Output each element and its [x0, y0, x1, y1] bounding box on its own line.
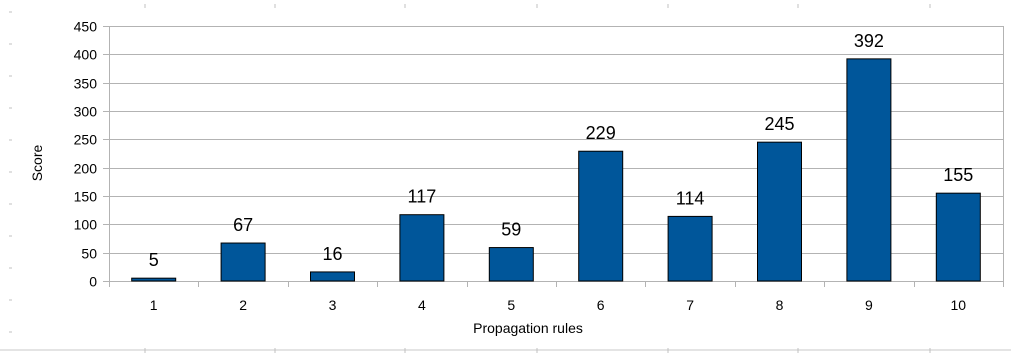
x-tick-label: 9 [865, 297, 873, 313]
data-label: 155 [943, 165, 973, 185]
data-label: 16 [322, 244, 342, 264]
bar [578, 150, 624, 282]
y-tick-label: 300 [74, 104, 98, 120]
x-tick-label: 10 [951, 297, 967, 313]
y-tick-label: 400 [74, 47, 98, 63]
y-tick-label: 0 [89, 274, 97, 290]
x-tick-label: 3 [329, 297, 337, 313]
data-label: 229 [586, 123, 616, 143]
bar [488, 247, 534, 282]
data-label: 5 [149, 250, 159, 270]
frame-marks [0, 4, 1011, 353]
x-tick-label: 6 [597, 297, 605, 313]
y-axis-title: Score [29, 145, 45, 182]
bar [757, 141, 802, 282]
x-tick-label: 7 [686, 297, 694, 313]
y-tick-label: 250 [74, 132, 98, 148]
x-tick-label: 1 [150, 297, 158, 313]
x-axis-title: Propagation rules [473, 320, 583, 336]
x-tick-label: 4 [418, 297, 426, 313]
bar [131, 277, 177, 282]
data-label: 114 [676, 188, 705, 208]
y-tick-label: 100 [74, 217, 98, 233]
data-labels: 5 67 16 117 59 229 114 245 392 155 [149, 31, 974, 270]
data-label: 392 [854, 31, 884, 51]
y-tick-label: 350 [74, 76, 98, 92]
bar [935, 192, 981, 282]
bar [399, 214, 445, 282]
y-tick-label: 200 [74, 161, 98, 177]
y-tick-label: 50 [81, 246, 97, 262]
y-tick-label: 450 [74, 19, 98, 35]
data-label: 59 [501, 220, 521, 240]
bar [667, 215, 713, 282]
y-axis-ticks: 0 50 100 150 200 250 300 350 400 450 [74, 19, 109, 290]
x-axis-ticks: 1 2 3 4 5 6 7 8 9 10 [109, 281, 1004, 313]
x-tick-label: 2 [239, 297, 247, 313]
data-label: 117 [408, 187, 437, 207]
bar [310, 271, 355, 282]
y-tick-label: 150 [74, 189, 98, 205]
bar [220, 242, 266, 282]
data-label: 67 [233, 215, 253, 235]
x-tick-label: 5 [507, 297, 515, 313]
x-tick-label: 8 [776, 297, 784, 313]
bars [131, 58, 981, 282]
bar [846, 58, 892, 282]
data-label: 245 [764, 114, 794, 134]
